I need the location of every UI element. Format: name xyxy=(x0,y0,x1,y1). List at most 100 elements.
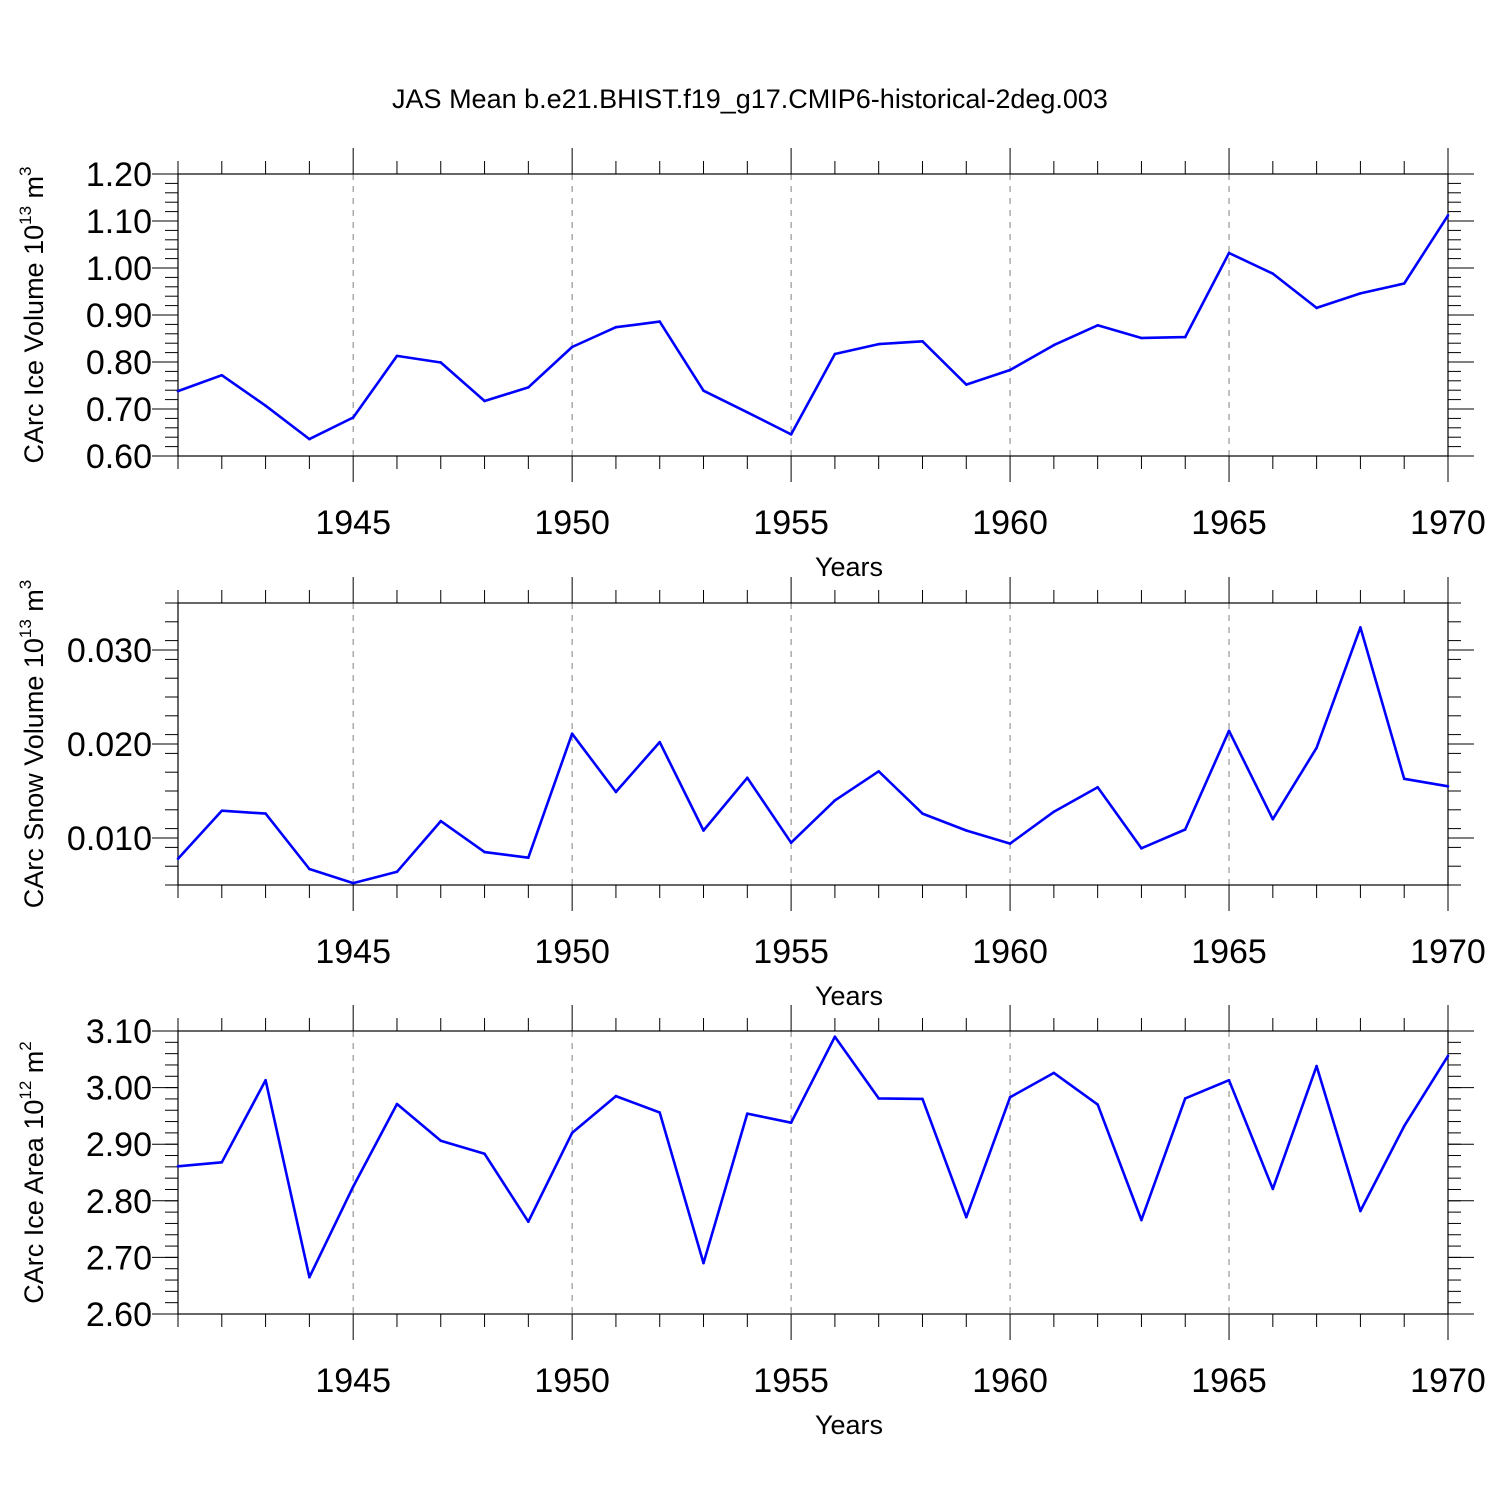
y-tick-label: 3.00 xyxy=(86,1070,152,1108)
data-point xyxy=(614,1094,618,1098)
y-axis-label-unit: m xyxy=(19,176,49,206)
y-axis-label-unit: m xyxy=(19,1051,49,1081)
data-point xyxy=(1315,746,1318,750)
x-axis-label: Years xyxy=(815,552,883,582)
data-point xyxy=(877,342,880,346)
x-axis-label: Years xyxy=(815,981,883,1011)
x-tick-label: 1945 xyxy=(315,1362,391,1400)
y-tick-label: 0.010 xyxy=(67,820,152,858)
plot-frame xyxy=(177,173,1449,457)
data-point xyxy=(702,829,705,832)
y-axis-label-text: CArc Ice Area 10 xyxy=(19,1100,49,1304)
data-point xyxy=(264,1078,267,1082)
data-point xyxy=(658,1111,662,1114)
y-axis-label-unit: m xyxy=(19,589,49,619)
series-line xyxy=(177,1035,1450,1279)
data-point xyxy=(1359,626,1362,629)
y-axis-label-text: CArc Ice Volume 10 xyxy=(19,225,49,464)
data-point xyxy=(220,1161,224,1164)
data-point xyxy=(921,812,924,815)
data-point xyxy=(1271,1187,1275,1191)
data-point xyxy=(789,1121,793,1124)
y-tick-label: 0.90 xyxy=(86,297,152,335)
plot-frame xyxy=(177,1030,1449,1315)
x-tick-label: 1960 xyxy=(972,504,1048,542)
x-tick-label: 1970 xyxy=(1410,933,1486,971)
data-point xyxy=(746,776,749,780)
y-axis-label-exponent: 13 xyxy=(16,206,35,225)
y-tick-label: 0.030 xyxy=(67,632,152,670)
data-point xyxy=(1402,282,1406,285)
data-point xyxy=(789,433,793,436)
data-point xyxy=(789,841,793,844)
x-tick-label: 1950 xyxy=(534,1362,610,1400)
data-point xyxy=(1271,817,1275,821)
data-point xyxy=(1052,1071,1056,1075)
data-point xyxy=(351,881,355,885)
data-point xyxy=(702,1261,705,1265)
data-point xyxy=(1402,1124,1406,1128)
data-point xyxy=(1227,729,1231,733)
data-point xyxy=(351,416,355,419)
data-point xyxy=(527,856,530,860)
x-tick-label: 1950 xyxy=(534,504,610,542)
data-point xyxy=(220,373,224,377)
series-line xyxy=(177,626,1449,885)
data-point xyxy=(1052,343,1056,347)
y-tick-label: 0.020 xyxy=(67,726,152,764)
data-point xyxy=(746,1112,749,1115)
data-point xyxy=(264,812,267,815)
data-point xyxy=(439,819,443,823)
y-tick-label: 2.80 xyxy=(86,1183,152,1221)
x-tick-label: 1945 xyxy=(315,504,391,542)
data-point xyxy=(264,404,267,408)
data-point xyxy=(439,1139,443,1143)
data-point xyxy=(1359,292,1362,295)
data-point xyxy=(1183,335,1187,339)
data-point xyxy=(176,389,180,393)
data-point xyxy=(570,345,574,349)
x-tick-label: 1955 xyxy=(753,504,829,542)
y-tick-label: 1.10 xyxy=(86,203,152,241)
data-point xyxy=(1446,214,1450,217)
data-point xyxy=(527,1220,530,1224)
data-point xyxy=(877,769,880,773)
y-tick-label: 2.90 xyxy=(86,1126,152,1164)
y-tick-label: 0.80 xyxy=(86,344,152,382)
chart-panel-2: 1945 1950 1955 1960 1965 1970 Years 0.010 0.020 0… xyxy=(16,577,1486,1011)
data-point xyxy=(308,867,311,871)
data-point xyxy=(220,809,224,813)
x-tick-label: 1945 xyxy=(315,933,391,971)
y-tick-label: 0.70 xyxy=(86,391,152,429)
y-axis-label-exponent: 12 xyxy=(16,1081,35,1100)
data-point xyxy=(308,437,311,441)
chart-panel-1: 1945 1950 1955 1960 1965 1970 Years 0.60 0.70 0.8… xyxy=(16,148,1486,582)
data-point xyxy=(833,1035,837,1038)
data-point xyxy=(1359,1209,1362,1213)
data-point xyxy=(1183,1097,1187,1100)
data-point xyxy=(746,410,749,414)
y-tick-label: 1.20 xyxy=(86,156,152,194)
data-point xyxy=(439,361,443,364)
x-tick-label: 1955 xyxy=(753,933,829,971)
x-tick-label: 1970 xyxy=(1410,504,1486,542)
data-point xyxy=(964,829,968,832)
y-tick-label: 0.60 xyxy=(86,438,152,476)
data-point xyxy=(1140,1218,1143,1222)
data-point xyxy=(1140,336,1143,340)
y-tick-label: 2.70 xyxy=(86,1239,152,1277)
x-tick-label: 1950 xyxy=(534,933,610,971)
data-point xyxy=(614,790,618,794)
y-axis-label: CArc Snow Volume 1013 m3 xyxy=(16,580,49,909)
x-tick-label: 1965 xyxy=(1191,933,1267,971)
data-point xyxy=(1052,810,1056,813)
data-point xyxy=(1140,847,1143,850)
data-point xyxy=(570,732,574,735)
data-point xyxy=(964,383,968,386)
data-point xyxy=(877,1097,880,1100)
data-point xyxy=(1008,368,1012,372)
data-point xyxy=(658,320,662,323)
y-axis-label-unit-exponent: 3 xyxy=(16,580,35,589)
data-point xyxy=(527,386,530,389)
